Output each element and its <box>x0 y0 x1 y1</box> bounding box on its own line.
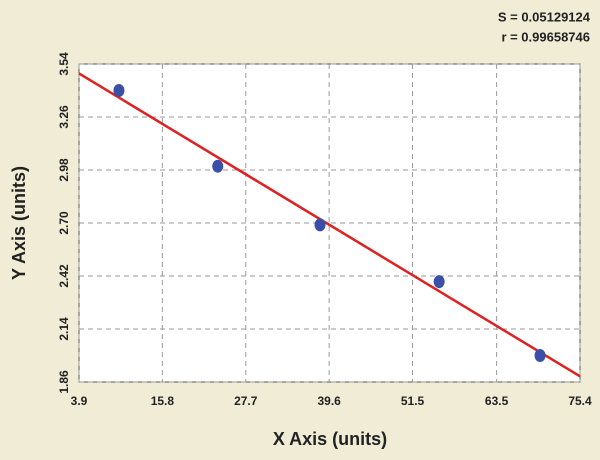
data-point <box>534 349 546 362</box>
annotation: r = 0.99658746 <box>501 29 590 44</box>
x-tick-label: 27.7 <box>234 394 258 408</box>
x-tick-label: 75.4 <box>568 394 592 408</box>
y-tick-label: 2.42 <box>57 264 71 288</box>
data-point <box>314 218 326 232</box>
fit-line <box>78 72 581 378</box>
y-tick-label: 2.98 <box>57 158 71 182</box>
y-tick-label: 3.26 <box>57 105 71 129</box>
data-point <box>113 84 125 97</box>
data-point <box>212 159 224 173</box>
x-tick-label: 51.5 <box>401 394 425 408</box>
x-tick-label: 63.5 <box>485 394 509 408</box>
y-tick-label: 2.14 <box>57 317 71 341</box>
y-axis-label: Y Axis (units) <box>9 166 29 280</box>
x-tick-label: 3.9 <box>71 394 88 408</box>
x-tick-label: 39.6 <box>317 394 341 408</box>
x-tick-label: 15.8 <box>151 394 175 408</box>
y-tick-label: 3.54 <box>57 52 71 76</box>
x-axis-label: X Axis (units) <box>273 429 387 449</box>
y-tick-label: 2.70 <box>57 211 71 235</box>
annotation: S = 0.05129124 <box>498 9 591 24</box>
y-tick-label: 1.86 <box>57 370 71 394</box>
data-point <box>433 275 445 289</box>
